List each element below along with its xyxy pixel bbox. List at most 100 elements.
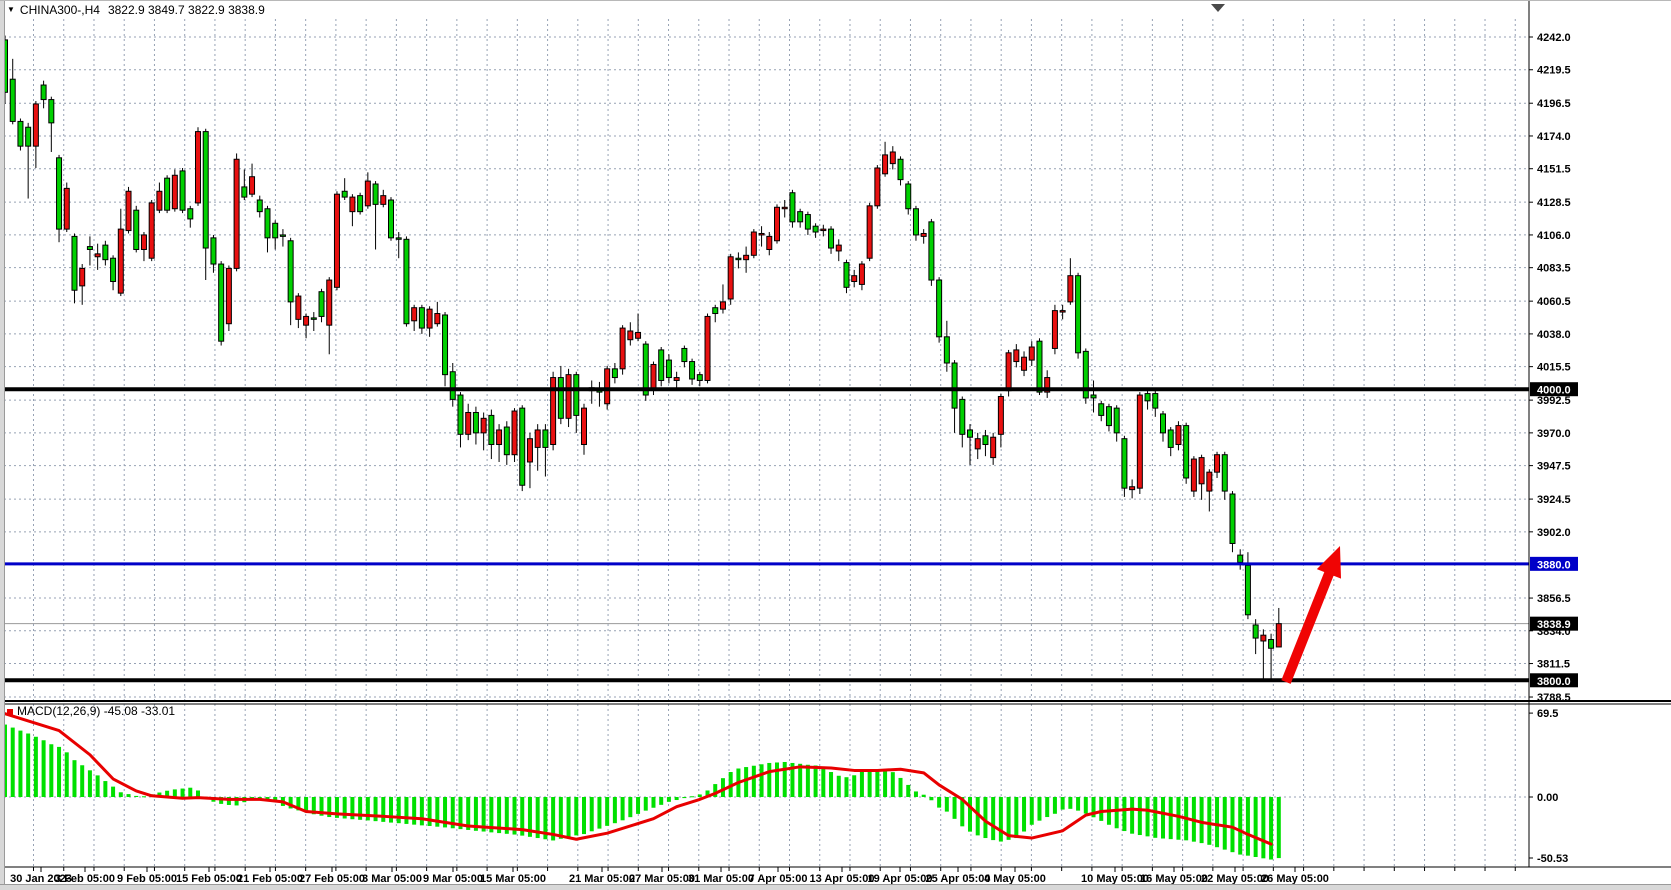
time-axis-label: 3 Feb 05:00 [55,873,115,885]
price-axis-label: 4196.5 [1537,98,1571,110]
macd-bar [921,794,926,797]
candle-bullish [565,374,572,419]
macd-bar [1137,797,1142,836]
macd-bar [350,797,355,820]
macd-bar [720,778,725,797]
price-axis-label: 4128.5 [1537,197,1571,209]
macd-bar [118,792,123,797]
trend-arrow[interactable] [1281,546,1342,684]
window-bottom-edge [0,884,1671,890]
macd-bar [180,788,185,797]
macd-bar [412,797,417,825]
macd-bar [419,797,424,826]
candle-bearish [897,158,904,181]
candle-bearish [936,279,943,338]
macd-bar [72,760,77,797]
candle-bearish [179,170,186,211]
candle-bearish [310,317,317,320]
candle-bearish [218,263,225,342]
candle-bullish [140,234,147,250]
candle-bullish [233,158,240,269]
price-axis[interactable]: 4242.0 4219.5 4196.5 4174.0 4151.5 4128.5 4106… [1529,32,1571,865]
macd-bar [566,797,571,838]
candle-bearish [40,84,47,101]
macd-bar [342,797,347,819]
macd-bar [1245,797,1250,856]
macd-bar [1145,797,1150,837]
macd-bar [1238,797,1243,855]
candle-bearish [164,177,171,211]
candle-bearish [418,307,425,329]
macd-bar [775,762,779,797]
candle-bullish [303,315,310,326]
candle-bearish [843,262,850,288]
macd-axis-label: 69.5 [1537,708,1558,720]
candle-bullish [882,154,889,175]
macd-bar [620,797,625,821]
macd-bar [504,797,509,834]
candle-bearish [488,414,495,446]
macd-bar [64,752,69,797]
macd-bar [172,789,177,797]
price-axis-label: 4015.5 [1537,362,1571,374]
macd-bar [80,765,85,797]
candle-bearish [1075,275,1082,354]
macd-histogram [3,724,1281,860]
macd-bar [103,781,108,797]
macd-bar [527,797,532,837]
macd-bar [1207,797,1212,845]
trend-arrow-head[interactable] [1316,546,1342,579]
candle-bearish [1098,403,1105,416]
candles-layer [2,35,1282,682]
price-axis-label: 3811.5 [1537,659,1570,671]
price-axis-label: 4106.0 [1537,230,1571,242]
trend-arrow-shaft[interactable] [1281,566,1336,684]
candle-bearish [1183,425,1190,479]
macd-bar [813,765,818,797]
candle-bearish [967,429,973,438]
macd-bar [898,777,903,797]
candle-bearish [256,199,263,213]
price-tag-4000.0[interactable]: 4000.0 [1530,382,1578,397]
price-tag-bg [1530,616,1578,631]
symbol-dropdown-icon[interactable]: ▼ [7,5,15,14]
macd-bar [713,784,718,797]
candle-bullish [1206,471,1213,492]
macd-bar [1076,797,1081,811]
candle-bullish [766,235,773,250]
macd-bar [998,797,1003,842]
time-axis-label: 10 May 05:00 [1081,873,1149,885]
candle-bullish [333,193,340,288]
candle-bearish [71,235,78,291]
candle-bullish [619,327,626,370]
candle-bearish [241,186,248,198]
candle-bullish [781,206,788,210]
candle-bullish [125,190,132,232]
macd-bar [836,775,841,797]
macd-signal-line [3,712,1273,846]
chart-shift-marker-icon[interactable] [1211,4,1225,12]
macd-bar [952,797,957,819]
macd-bar [1199,797,1204,844]
candle-bearish [388,199,394,239]
candle-bearish [503,426,510,456]
candle-bullish [920,232,927,237]
candle-bullish [835,244,842,252]
macd-bar [913,791,918,797]
macd-bar [396,797,401,824]
macd-bar [1122,797,1127,832]
price-tag-3838.9[interactable]: 3838.9 [1530,616,1578,632]
candle-bullish [604,368,611,405]
price-tag-3880.0[interactable]: 3880.0 [1530,556,1578,572]
macd-bar [1261,797,1266,859]
price-tag-3800.0[interactable]: 3800.0 [1530,673,1578,688]
candle-bearish [912,208,919,236]
price-axis-label: 3924.5 [1537,494,1571,506]
macd-bar [975,797,980,836]
macd-bar [3,724,7,797]
macd-bar [759,764,764,797]
candle-bearish [1268,639,1275,649]
chart-title: ▼ CHINA300-,H4 3822.9 3849.7 3822.9 3838.9 [7,3,265,17]
